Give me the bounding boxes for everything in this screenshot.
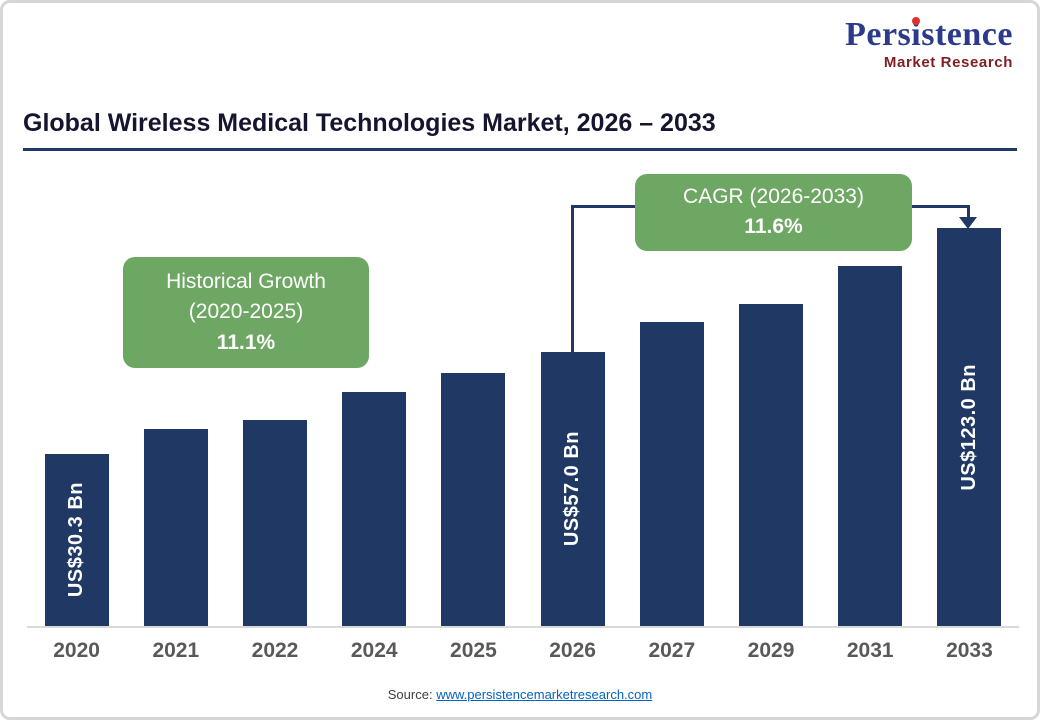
x-axis-label-2029: 2029 [747, 639, 795, 662]
x-axis-label-2026: 2026 [549, 639, 596, 662]
x-axis-label-2027: 2027 [648, 639, 696, 662]
x-axis-label-2022: 2022 [251, 639, 299, 662]
bar-slot-2020: US$30.3 Bn [27, 454, 126, 626]
annotation-value: 11.1% [216, 330, 276, 354]
bar-2025 [441, 373, 506, 626]
bar-value-label-2020: US$30.3 Bn [65, 482, 88, 598]
bar-slot-2027 [622, 322, 721, 626]
bar-slot-2022 [225, 420, 324, 626]
cagr-connector-line [912, 205, 969, 208]
x-axis-label-2020: 2020 [53, 639, 100, 662]
bar-chart: US$30.3 Bn US$57.0 Bn US$123.0 Bn 2020 2021… [27, 161, 1019, 676]
x-axis-label-2031: 2031 [846, 639, 894, 662]
logo-brand-text: Persistence [845, 17, 1013, 53]
annotation-line: Historical Growth [166, 270, 326, 293]
bar-2033: US$123.0 Bn [937, 228, 1002, 626]
bar-2029 [739, 304, 804, 626]
x-axis-labels: 2020 2021 2022 2024 2025 2026 2027 2029 2031 2033 [27, 628, 1019, 674]
arrow-down-icon [959, 217, 977, 229]
x-axis-label-2033: 2033 [946, 639, 993, 662]
x-axis-label-2021: 2021 [152, 639, 200, 662]
logo-red-dot-i: i [911, 16, 922, 53]
annotation-line: CAGR (2026-2033) [683, 185, 864, 208]
x-axis-label-2024: 2024 [350, 639, 398, 662]
bar-slot-2025 [424, 373, 523, 626]
logo-tagline: Market Research [883, 53, 1013, 71]
bar-2022 [243, 420, 307, 626]
cagr-connector-line [967, 205, 970, 218]
bar-2021 [143, 429, 208, 626]
source-label: Source: [387, 687, 433, 702]
logo: Persistence Market Research [845, 17, 1013, 71]
annotation-historical-growth: Historical Growth (2020-2025) 11.1% [123, 257, 369, 369]
bar-value-label-2026: US$57.0 Bn [561, 431, 584, 547]
annotation-line: (2020-2025) [188, 300, 304, 324]
bar-2026: US$57.0 Bn [540, 352, 605, 626]
bar-value-label-2033: US$123.0 Bn [957, 363, 980, 491]
bar-slot-2021 [126, 429, 225, 626]
bar-slot-2026: US$57.0 Bn [523, 352, 622, 626]
cagr-connector-line [571, 205, 574, 354]
bar-slot-2029 [721, 304, 820, 626]
bar-slot-2024 [325, 392, 424, 626]
x-axis-label-2025: 2025 [450, 639, 497, 662]
annotation-cagr: CAGR (2026-2033) 11.6% [635, 174, 912, 251]
cagr-connector-line [573, 205, 635, 208]
bar-2024 [342, 392, 407, 626]
title-underline [23, 148, 1017, 151]
bar-slot-2033: US$123.0 Bn [920, 228, 1019, 626]
bar-2031 [838, 266, 903, 626]
bar-2020: US$30.3 Bn [44, 454, 109, 626]
bar-slot-2031 [821, 266, 920, 626]
logo-brand-pre: Pers [845, 16, 912, 53]
source-link[interactable]: www.persistencemarketresearch.com [436, 687, 653, 702]
source-line: Source: www.persistencemarketresearch.co… [3, 687, 1037, 702]
bar-2027 [639, 322, 704, 626]
bars-row: US$30.3 Bn US$57.0 Bn US$123.0 Bn [27, 161, 1019, 628]
page-title: Global Wireless Medical Technologies Mar… [23, 109, 716, 137]
logo-brand-post: stence [921, 16, 1013, 53]
annotation-value: 11.6% [744, 215, 803, 239]
